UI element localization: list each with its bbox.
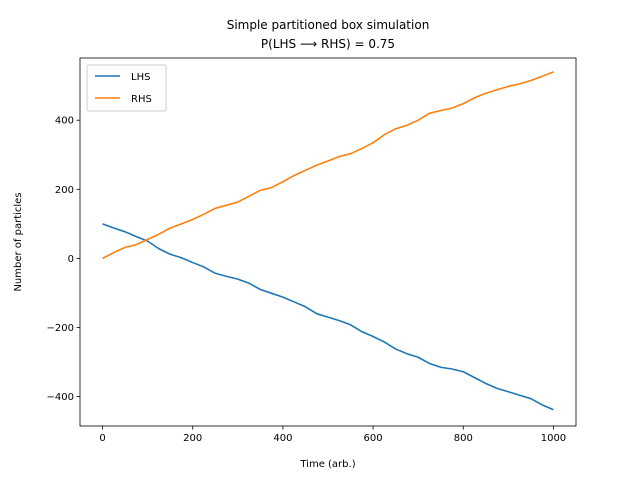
y-tick-label: −200	[47, 323, 74, 334]
legend: LHS RHS	[86, 64, 167, 112]
x-tick-label: 200	[183, 433, 202, 444]
y-tick-label: 400	[55, 116, 74, 127]
plot-area	[102, 71, 554, 411]
chart-title: Simple partitioned box simulation	[227, 18, 430, 32]
series-line-rhs	[102, 71, 554, 260]
x-tick-label: 1000	[541, 433, 566, 444]
y-tick-label: 200	[55, 185, 74, 196]
y-tick-label: −400	[47, 392, 74, 403]
legend-label-lhs: LHS	[131, 72, 150, 83]
legend-label-rhs: RHS	[131, 94, 152, 105]
axes: 0 200 400 600 800 1000 −400 −200 0 200 400	[47, 57, 577, 444]
x-tick-label: 400	[273, 433, 292, 444]
x-tick-label: 600	[364, 433, 383, 444]
legend-frame	[86, 64, 167, 112]
y-tick-label: 0	[68, 254, 74, 265]
x-tick-label: 0	[99, 433, 105, 444]
series-line-lhs	[102, 223, 554, 411]
x-tick-label: 800	[454, 433, 473, 444]
y-axis-label: Number of particles	[13, 192, 24, 291]
axes-frame	[79, 57, 577, 427]
x-axis-label: Time (arb.)	[299, 459, 355, 470]
chart-subtitle: P(LHS ⟶ RHS) = 0.75	[261, 37, 395, 51]
